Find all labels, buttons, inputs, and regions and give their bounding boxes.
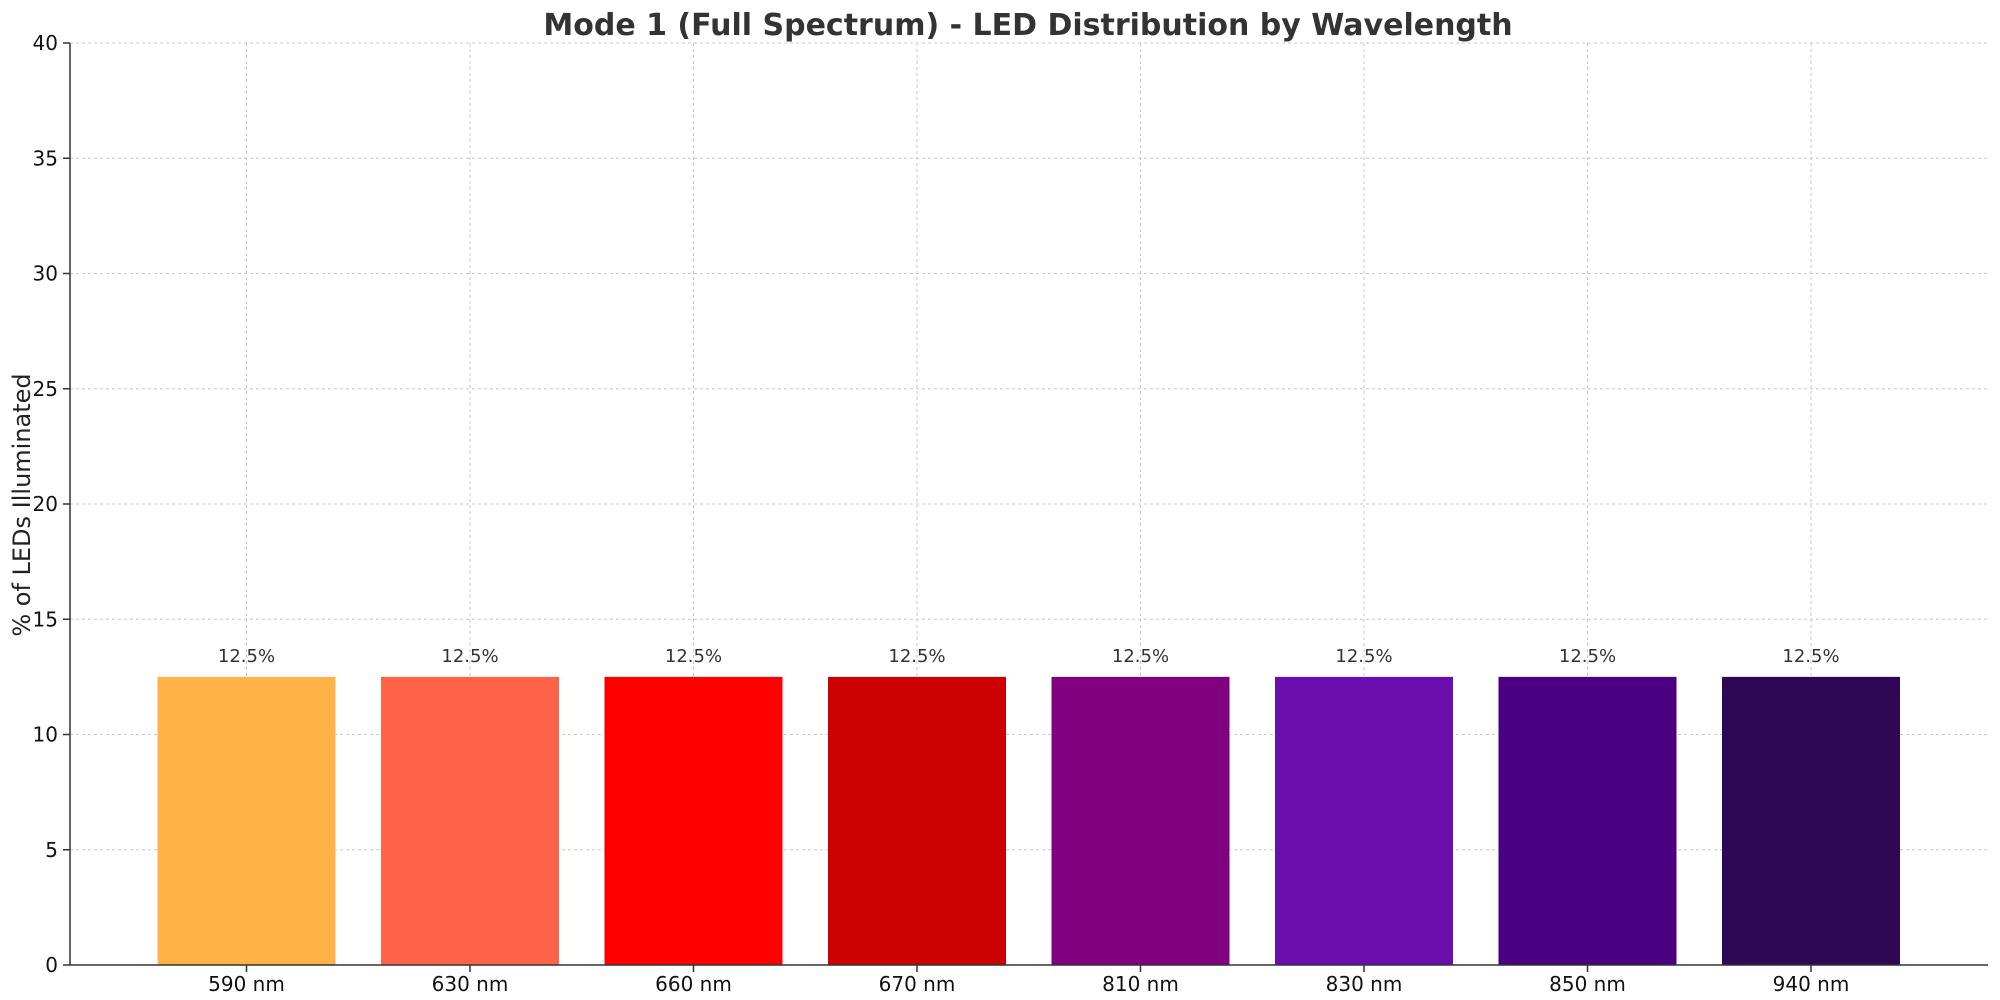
chart-title: Mode 1 (Full Spectrum) - LED Distributio… [543,8,1512,43]
bar-value-label: 12.5% [888,646,945,667]
bar-830-nm [1275,676,1453,965]
bar-value-label: 12.5% [1112,646,1169,667]
bar-630-nm [381,676,559,965]
bar-590-nm [157,676,336,965]
x-tick-label: 660 nm [655,972,732,996]
bar-value-label: 12.5% [218,646,275,667]
x-tick-label: 830 nm [1326,972,1403,996]
x-tick-label: 940 nm [1773,972,1850,996]
y-tick-label: 20 [33,492,58,516]
bar-670-nm [828,676,1006,965]
y-tick-label: 5 [45,838,58,862]
x-tick-label: 590 nm [208,972,285,996]
x-tick-label: 810 nm [1102,972,1179,996]
bar-810-nm [1051,676,1230,965]
y-tick-label: 15 [33,607,58,631]
y-tick-label: 40 [33,31,58,55]
bar-value-label: 12.5% [1782,646,1839,667]
x-tick-label: 670 nm [879,972,956,996]
bar-660-nm [604,676,783,965]
bar-value-label: 12.5% [441,646,498,667]
y-tick-label: 30 [33,262,58,286]
axes [63,42,1988,972]
bar-value-label: 12.5% [665,646,722,667]
bar-value-label: 12.5% [1559,646,1616,667]
y-tick-label: 0 [45,953,58,977]
x-tick-label: 850 nm [1549,972,1626,996]
bars [157,676,1900,965]
bar-940-nm [1722,676,1900,965]
y-tick-label: 25 [33,377,58,401]
labels: 0 5 10 15 20 25 30 35 40 590 nm 630 nm 660 nm 670 nm… [33,31,1850,996]
bar-value-label: 12.5% [1335,646,1392,667]
bar-850-nm [1498,676,1677,965]
y-axis-label: % of LEDs Illuminated [8,373,36,636]
x-tick-label: 630 nm [432,972,509,996]
y-tick-label: 10 [33,723,58,747]
y-tick-label: 35 [33,146,58,170]
